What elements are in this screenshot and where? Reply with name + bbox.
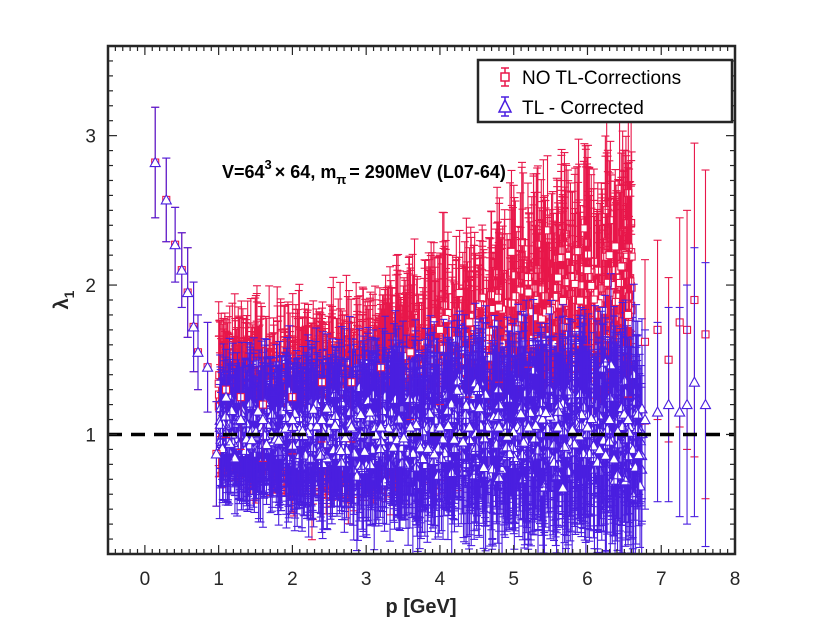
cloud-point-no-tl-marker <box>493 293 503 302</box>
cloud-point-no-tl-marker <box>589 295 598 304</box>
cloud-point-no-tl-marker <box>622 250 631 259</box>
cloud-point-no-tl-marker <box>574 247 583 256</box>
cloud-point-no-tl-marker <box>545 306 554 315</box>
cloud-point-no-tl-marker <box>617 262 626 271</box>
cloud-point-no-tl-marker <box>626 277 635 286</box>
cloud-point-no-tl-marker <box>587 281 596 290</box>
cloud-point-no-tl-marker <box>511 292 520 301</box>
cloud-point-no-tl-marker <box>615 278 625 288</box>
cloud-point-no-tl-marker <box>552 292 561 301</box>
cloud-point-no-tl-marker <box>493 269 502 278</box>
cloud-point-no-tl-marker <box>537 314 546 323</box>
cloud-point-no-tl-marker <box>570 279 579 289</box>
cloud-point-no-tl-marker <box>517 238 527 247</box>
cloud-point-no-tl-marker <box>575 296 585 305</box>
cloud-point-no-tl-marker <box>509 271 518 280</box>
cloud-point-no-tl-marker <box>558 296 568 306</box>
cloud-point-no-tl-marker <box>611 242 620 251</box>
cloud-point-no-tl-marker <box>561 278 570 287</box>
cloud-point-no-tl-marker <box>557 253 566 263</box>
cloud-point-no-tl-marker <box>516 314 525 323</box>
cloud-point-no-tl-marker <box>507 247 516 256</box>
cloud-point-no-tl-marker <box>455 288 464 298</box>
cloud-point-no-tl-marker <box>611 297 621 306</box>
cloud-point-no-tl-marker <box>476 300 485 309</box>
cloud-point-no-tl-marker <box>603 278 612 287</box>
